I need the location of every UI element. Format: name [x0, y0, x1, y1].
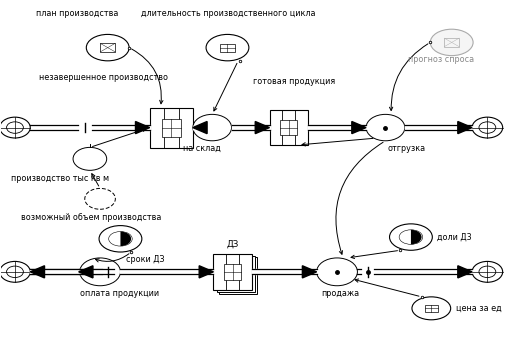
Polygon shape	[405, 125, 472, 130]
Text: длительность производственного цикла: длительность производственного цикла	[141, 9, 315, 18]
Ellipse shape	[206, 35, 249, 61]
Polygon shape	[255, 121, 269, 134]
Text: ДЗ: ДЗ	[226, 239, 239, 248]
Ellipse shape	[99, 225, 142, 252]
Bar	[220, 44, 235, 52]
Bar	[224, 263, 241, 280]
Text: сроки ДЗ: сроки ДЗ	[125, 255, 164, 265]
Ellipse shape	[412, 297, 451, 320]
Bar	[218, 257, 257, 294]
Text: возможный объем производства: возможный объем производства	[21, 213, 161, 222]
Polygon shape	[252, 269, 317, 274]
Polygon shape	[374, 269, 472, 274]
Polygon shape	[458, 121, 472, 134]
Text: цена за ед: цена за ед	[456, 304, 501, 313]
Bar	[280, 120, 297, 135]
Text: доли Д3: доли Д3	[437, 232, 472, 242]
Text: на склад: на склад	[183, 144, 221, 153]
Polygon shape	[458, 266, 472, 278]
Polygon shape	[231, 125, 269, 130]
Polygon shape	[308, 125, 366, 130]
Polygon shape	[357, 269, 361, 274]
Bar	[150, 107, 193, 148]
Ellipse shape	[108, 231, 132, 246]
Polygon shape	[30, 125, 78, 130]
Text: отгрузка: отгрузка	[388, 144, 426, 153]
Bar	[216, 256, 255, 292]
Bar	[425, 305, 438, 312]
Bar	[213, 254, 252, 290]
Polygon shape	[30, 269, 102, 274]
Polygon shape	[193, 121, 207, 134]
Wedge shape	[120, 231, 131, 246]
Polygon shape	[79, 266, 93, 278]
Text: продажа: продажа	[322, 289, 360, 298]
Text: производство тыс кв м: производство тыс кв м	[11, 174, 109, 183]
Text: незавершенное производство: незавершенное производство	[39, 73, 168, 82]
Polygon shape	[136, 121, 150, 134]
Polygon shape	[30, 269, 80, 274]
Bar	[162, 119, 181, 136]
Polygon shape	[352, 121, 366, 134]
Polygon shape	[120, 269, 213, 274]
Polygon shape	[79, 269, 114, 274]
Bar	[444, 38, 459, 47]
Ellipse shape	[430, 29, 473, 55]
Polygon shape	[30, 266, 45, 278]
Text: прогноз спроса: прогноз спроса	[409, 54, 474, 64]
Wedge shape	[411, 230, 421, 244]
Polygon shape	[92, 125, 150, 130]
Polygon shape	[199, 266, 213, 278]
Ellipse shape	[390, 224, 432, 250]
Bar	[100, 43, 115, 52]
Text: оплата продукции: оплата продукции	[80, 289, 159, 298]
Polygon shape	[302, 266, 317, 278]
Text: план производства: план производства	[36, 9, 119, 18]
Text: готовая продукция: готовая продукция	[253, 77, 335, 86]
Bar	[269, 110, 308, 145]
Ellipse shape	[86, 35, 129, 61]
Ellipse shape	[399, 230, 423, 244]
